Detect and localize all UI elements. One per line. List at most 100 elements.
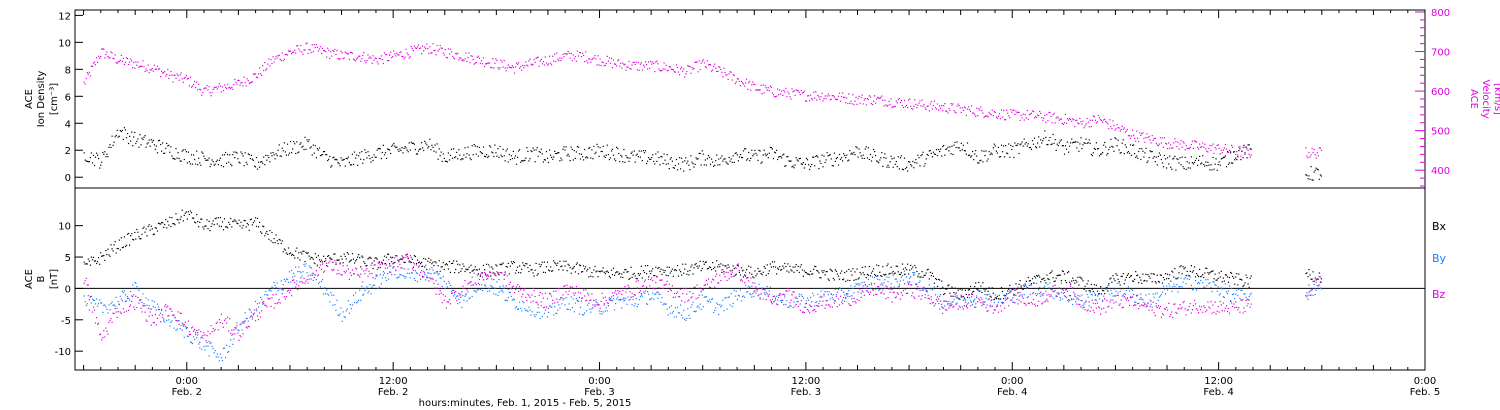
- data-point: [196, 337, 198, 339]
- data-point: [1140, 158, 1142, 161]
- data-point: [110, 244, 112, 246]
- data-point: [542, 161, 544, 163]
- data-point: [139, 238, 141, 240]
- data-point: [91, 311, 94, 313]
- data-point: [277, 290, 279, 292]
- top-right-tick-label: 400: [1431, 166, 1450, 177]
- data-point: [295, 286, 297, 288]
- data-point: [783, 153, 785, 155]
- data-point: [337, 314, 339, 316]
- data-point: [128, 297, 130, 300]
- data-point: [360, 60, 362, 62]
- data-point: [399, 274, 401, 276]
- data-point: [320, 52, 323, 55]
- data-point: [715, 160, 717, 162]
- data-point: [1077, 276, 1079, 278]
- data-point: [573, 311, 575, 313]
- data-point: [1050, 288, 1052, 291]
- data-point: [1173, 142, 1175, 144]
- data-point: [898, 168, 900, 170]
- data-point: [135, 142, 137, 145]
- data-point: [1028, 114, 1030, 116]
- data-point: [701, 294, 703, 296]
- data-point: [213, 87, 215, 89]
- data-point: [741, 296, 744, 298]
- data-point: [900, 155, 902, 157]
- data-point: [198, 157, 200, 159]
- data-point: [1201, 162, 1203, 164]
- data-point: [477, 55, 479, 57]
- data-point: [457, 52, 459, 54]
- data-point: [267, 155, 269, 157]
- data-point: [916, 270, 918, 272]
- data-point: [1320, 288, 1322, 290]
- data-point: [1093, 292, 1095, 294]
- data-point: [919, 276, 921, 278]
- data-point: [897, 99, 899, 101]
- data-point: [686, 71, 688, 73]
- data-point: [530, 269, 532, 271]
- data-point: [1058, 274, 1060, 276]
- data-point: [757, 267, 759, 270]
- data-point: [366, 60, 368, 62]
- data-point: [487, 274, 489, 276]
- data-point: [1179, 143, 1181, 145]
- data-point: [170, 321, 172, 323]
- data-point: [1314, 293, 1316, 296]
- data-point: [304, 282, 306, 284]
- data-point: [495, 264, 497, 266]
- data-point: [308, 255, 310, 257]
- data-point: [358, 254, 360, 256]
- data-point: [132, 238, 134, 241]
- data-point: [245, 226, 247, 228]
- data-point: [910, 276, 912, 278]
- data-point: [609, 298, 611, 300]
- data-point: [401, 147, 403, 149]
- data-point: [447, 268, 449, 270]
- data-point: [1095, 142, 1097, 144]
- data-point: [943, 105, 945, 107]
- data-point: [243, 165, 245, 167]
- data-point: [301, 51, 303, 53]
- data-point: [893, 286, 895, 288]
- data-point: [750, 266, 752, 268]
- data-point: [432, 43, 434, 45]
- data-point: [1039, 146, 1041, 148]
- data-point: [917, 104, 919, 106]
- data-point: [1143, 137, 1145, 139]
- data-point: [126, 133, 129, 135]
- data-point: [810, 296, 812, 298]
- data-point: [965, 114, 967, 116]
- data-point: [424, 46, 426, 48]
- data-point: [594, 265, 596, 268]
- data-point: [372, 277, 374, 279]
- data-point: [637, 61, 639, 64]
- data-point: [1199, 143, 1201, 145]
- data-point: [109, 319, 111, 322]
- data-point: [294, 257, 296, 259]
- data-point: [1127, 273, 1129, 275]
- data-point: [1202, 155, 1204, 157]
- data-point: [488, 155, 490, 157]
- data-point: [1209, 169, 1211, 171]
- data-point: [223, 218, 226, 220]
- data-point: [789, 265, 791, 267]
- data-point: [815, 91, 817, 93]
- data-point: [985, 297, 987, 299]
- data-point: [575, 60, 577, 62]
- data-point: [244, 82, 246, 84]
- data-point: [118, 135, 120, 137]
- data-point: [92, 62, 95, 64]
- data-point: [1216, 279, 1218, 281]
- bottom-left-tick-label: 5: [65, 253, 71, 264]
- data-point: [1044, 115, 1046, 117]
- data-point: [1007, 153, 1009, 155]
- data-point: [688, 65, 690, 67]
- data-point: [271, 297, 273, 299]
- data-point: [644, 265, 647, 267]
- data-point: [706, 60, 708, 62]
- data-point: [771, 261, 773, 263]
- data-point: [277, 55, 279, 57]
- data-point: [805, 100, 808, 102]
- data-point: [119, 59, 121, 61]
